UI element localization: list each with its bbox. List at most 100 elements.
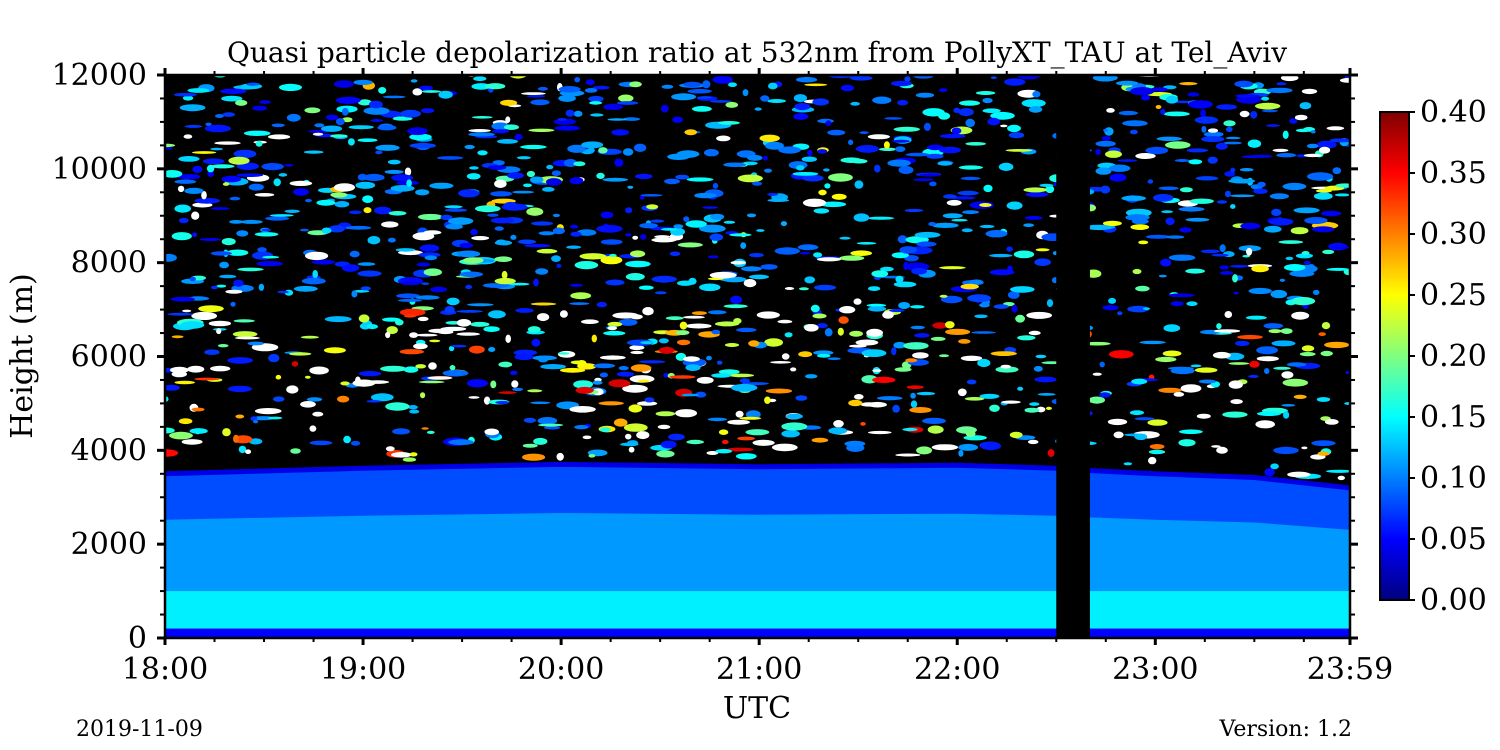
speckle [817,353,831,358]
speckle [895,453,921,457]
speckle [413,343,428,350]
speckle [267,416,283,420]
speckle [1127,305,1150,313]
speckle [1149,449,1165,455]
speckle [798,351,813,358]
speckle [714,321,740,327]
speckle [824,328,833,337]
speckle [942,213,963,219]
speckle [618,94,634,102]
speckle [1108,297,1117,304]
speckle [706,355,712,361]
speckle [488,347,496,352]
y-tick-label: 0 [128,621,147,656]
speckle [675,174,690,180]
speckle [409,143,436,149]
speckle [1281,404,1296,407]
speckle [765,141,784,150]
speckle [309,366,329,375]
speckle [1334,193,1350,197]
speckle [1113,431,1124,439]
speckle [289,180,313,186]
speckle [909,407,932,413]
speckle [848,139,854,146]
speckle [210,251,232,256]
speckle [214,141,241,145]
speckle [817,118,834,124]
speckle [707,255,719,259]
speckle [971,331,996,334]
speckle [198,305,224,313]
speckle [695,391,707,398]
speckle [466,173,481,180]
speckle [916,391,936,396]
speckle [993,304,1009,309]
speckle [1263,323,1284,329]
speckle [1264,368,1270,374]
speckle [739,378,751,384]
speckle [831,193,847,200]
speckle [1312,226,1335,233]
speckle [1200,249,1220,254]
speckle [894,367,912,372]
speckle [488,310,506,319]
speckle [321,227,332,234]
speckle [391,174,414,182]
no-data-gap [1056,75,1090,638]
speckle [982,108,1001,113]
speckle [1229,194,1255,198]
speckle [570,292,592,300]
speckle [429,339,441,343]
speckle [574,77,581,83]
speckle [378,87,387,94]
speckle [551,255,561,262]
speckle [357,270,382,277]
speckle [893,341,906,349]
speckle [554,125,581,131]
speckle [675,330,690,336]
speckle [512,387,524,392]
speckle [233,319,255,323]
speckle [1152,194,1174,202]
speckle [1313,192,1333,200]
speckle [640,234,647,240]
speckle [1013,250,1035,259]
speckle [614,158,624,167]
speckle [630,350,644,355]
speckle [1273,366,1291,370]
speckle [839,306,856,314]
speckle [793,113,809,120]
speckle [592,85,610,90]
speckle [964,397,985,401]
speckle [1264,225,1282,233]
speckle [380,365,407,372]
speckle [1271,340,1296,347]
speckle [812,98,830,106]
speckle [210,207,230,210]
speckle [363,207,372,214]
speckle [598,401,624,406]
speckle [357,262,376,266]
speckle [702,206,719,209]
speckle [1316,397,1331,402]
speckle [1315,189,1333,193]
speckle [1029,402,1040,406]
speckle [1291,297,1316,306]
speckle [448,217,474,225]
speckle [178,156,200,162]
speckle [1007,291,1020,299]
speckle [1230,204,1236,209]
speckle [677,242,703,248]
speckle [1219,265,1229,270]
speckle [780,221,788,227]
speckle [622,148,634,156]
speckle [692,106,712,112]
speckle [1316,140,1337,149]
speckle [418,380,445,384]
speckle [1293,394,1307,399]
speckle [866,303,887,307]
speckle [1130,224,1150,231]
speckle [184,124,203,128]
speckle [496,239,506,244]
speckle [665,316,684,321]
